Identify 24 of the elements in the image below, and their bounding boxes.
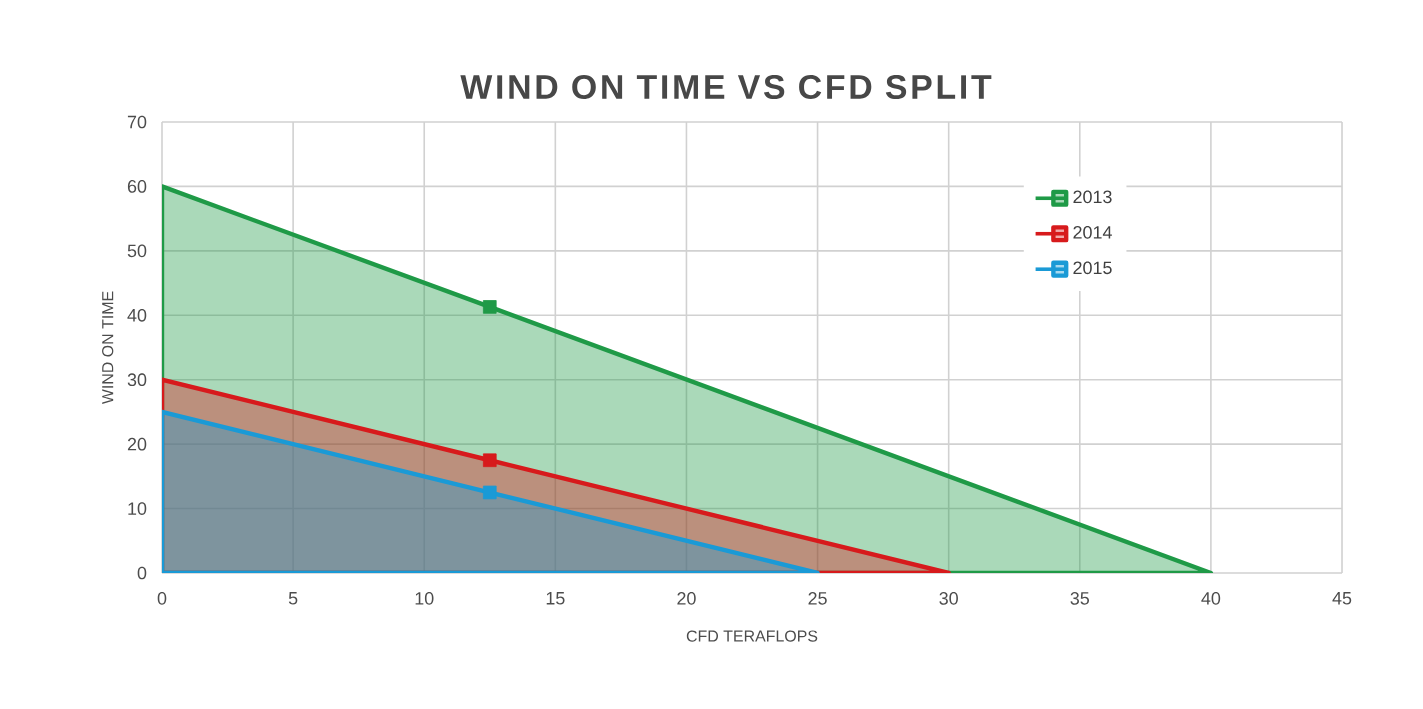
y-axis-title: WIND ON TIME (102, 291, 114, 405)
legend-label: 2013 (1073, 190, 1112, 204)
y-tick-label: 10 (128, 502, 147, 515)
x-tick-label: 0 (157, 592, 167, 605)
y-tick-label: 20 (127, 437, 147, 451)
y-tick-label: 0 (137, 566, 147, 580)
chart-title: WIND ON TIME VS CFD SPLIT (460, 75, 992, 99)
x-tick-label: 25 (808, 592, 827, 605)
x-axis-title: CFD TERAFLOPS (686, 630, 818, 642)
y-tick-label: 50 (127, 244, 147, 258)
legend-label: 2014 (1073, 225, 1112, 239)
y-tick-label: 70 (127, 115, 147, 129)
y-tick-label: 60 (127, 180, 147, 193)
x-tick-label: 10 (415, 592, 434, 605)
y-tick-label: 30 (127, 373, 147, 387)
x-tick-label: 5 (288, 592, 298, 605)
x-tick-label: 45 (1332, 592, 1352, 605)
x-tick-label: 35 (1070, 592, 1090, 605)
x-tick-label: 40 (1201, 592, 1221, 605)
x-tick-label: 30 (939, 592, 958, 605)
x-tick-label: 20 (677, 592, 696, 605)
x-tick-label: 15 (546, 592, 565, 605)
y-tick-label: 40 (127, 308, 147, 322)
legend-label: 2015 (1073, 261, 1112, 275)
